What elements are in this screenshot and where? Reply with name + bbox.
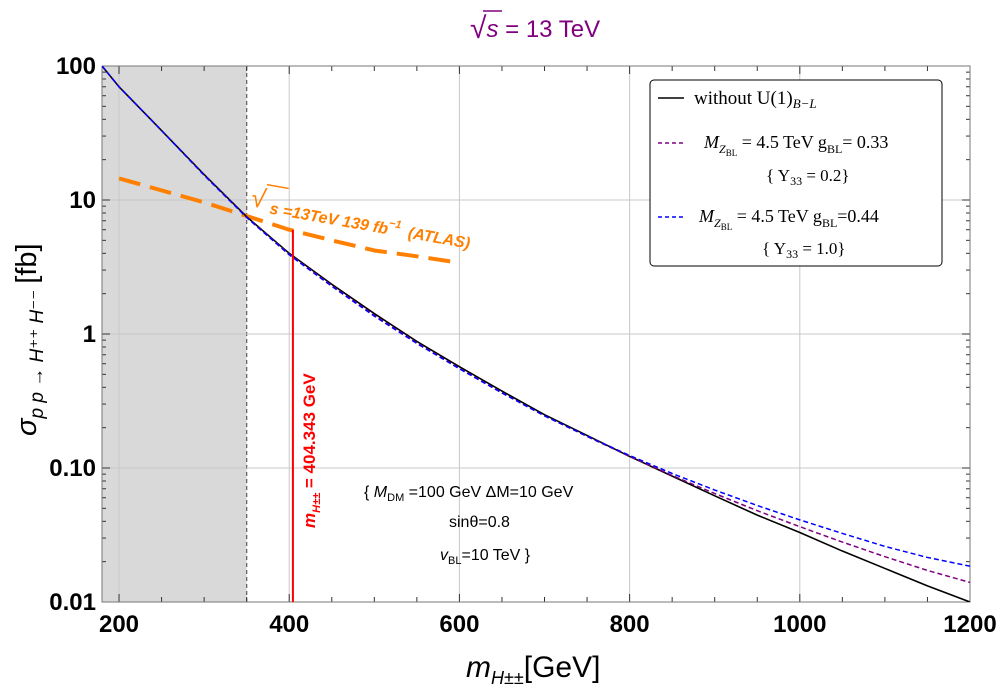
series-line-2 [102, 66, 970, 567]
atlas-label-sup: −1 [388, 217, 402, 231]
title-s: s [486, 16, 498, 43]
legend-box [649, 79, 943, 267]
legend-blue-Msub: Z [714, 216, 721, 230]
param-line-1-rest: =100 GeV ΔM=10 GeV [404, 484, 573, 501]
y-tick-label-0.10: 0.10 [49, 455, 96, 482]
minor-ticks [102, 66, 971, 603]
x-tick-labels: 200 400 600 800 1000 1200 [99, 611, 997, 638]
parameter-annotation: { MDM =100 GeV ΔM=10 GeV sinθ=0.8 vBL=10… [364, 484, 574, 567]
legend-entry-without: without U(1)B−L [694, 88, 817, 111]
x-axis-label-sub: H±± [491, 668, 524, 685]
mass-annotation-m: m [300, 513, 319, 528]
legend-blue-rest: = 4.5 TeV g [732, 206, 822, 226]
atlas-sqrt-overbar [266, 183, 289, 190]
legend-blue-tail: =0.44 [837, 206, 879, 226]
x-axis-label-unit: [GeV] [524, 651, 601, 684]
legend: without U(1)B−L MZBL = 4.5 TeV gBL= 0.33… [649, 79, 943, 267]
legend-purple-Msub: Z [719, 142, 726, 156]
mass-annotation: mH±± = 404.343 GeV [300, 373, 323, 528]
y-tick-labels: 0.01 0.10 1 10 100 [49, 53, 96, 616]
x-tick-label-200: 200 [99, 611, 139, 638]
legend-blue-Y: { Y [762, 239, 786, 258]
mass-annotation-value: = 404.343 GeV [300, 373, 319, 493]
y-axis-label-sigma: σ [11, 417, 43, 436]
chart-title: √s = 13 TeV [470, 12, 600, 45]
legend-purple-Yrest: = 0.2} [802, 166, 850, 185]
param-line-1-Msub: DM [387, 492, 404, 504]
legend-purple-M: M [703, 132, 720, 152]
series-line-3 [118, 176, 460, 265]
legend-blue-Ysub: 33 [786, 247, 798, 261]
legend-without-sub: B−L [793, 96, 817, 111]
legend-blue-M: M [698, 206, 715, 226]
param-line-3-v: v [440, 547, 449, 564]
plot-frame [101, 65, 971, 603]
y-tick-label-10: 10 [69, 187, 96, 214]
y-axis-label-unit: [fb] [11, 243, 43, 283]
x-tick-label-400: 400 [269, 611, 309, 638]
x-tick-label-1200: 1200 [943, 611, 996, 638]
legend-entry-purple-line1: MZBL = 4.5 TeV gBL= 0.33 [703, 132, 888, 158]
legend-entry-blue-line1: MZBL = 4.5 TeV gBL=0.44 [698, 206, 879, 232]
title-energy: = 13 TeV [498, 16, 600, 43]
legend-entry-purple-line2: { Y33 = 0.2} [766, 166, 850, 188]
legend-blue-Msubsub: BL [721, 222, 733, 232]
legend-blue-gsub: BL [822, 216, 837, 230]
y-tick-label-1: 1 [83, 321, 96, 348]
y-tick-label-100: 100 [56, 53, 96, 80]
legend-blue-Yrest: = 1.0} [798, 239, 846, 258]
param-line-1-open: { [364, 484, 374, 501]
legend-purple-Y: { Y [766, 166, 790, 185]
legend-purple-rest: = 4.5 TeV g [737, 132, 827, 152]
series-layer [102, 66, 970, 602]
atlas-sqrt-symbol: √ [249, 182, 269, 214]
param-line-1-M: M [374, 484, 388, 501]
legend-purple-Ysub: 33 [790, 174, 802, 188]
title-sqrt-symbol: √ [470, 12, 487, 45]
x-tick-label-800: 800 [610, 611, 650, 638]
atlas-annotation: √ s =13TeV 139 fb−1 (ATLAS) [249, 182, 472, 253]
legend-without-text: without U(1) [694, 88, 793, 109]
y-axis-label: σp p → H⁺⁺ H⁻⁻ [fb] [11, 243, 48, 436]
mass-annotation-sub: H±± [311, 493, 323, 513]
param-line-3-sub: BL [448, 555, 461, 567]
param-line-1: { MDM =100 GeV ΔM=10 GeV [364, 484, 574, 504]
legend-purple-tail: = 0.33 [842, 132, 888, 152]
y-axis-label-sub: p p → H⁺⁺ H⁻⁻ [27, 290, 48, 420]
param-line-3-rest: =10 TeV } [461, 547, 530, 564]
legend-purple-Msubsub: BL [726, 148, 738, 158]
param-line-2: sinθ=0.8 [449, 514, 510, 531]
atlas-label-text: s =13TeV 139 fb [268, 201, 389, 239]
legend-purple-gsub: BL [827, 142, 842, 156]
param-line-3: vBL=10 TeV } [440, 547, 531, 567]
x-axis-label-m: m [466, 651, 491, 684]
x-tick-label-600: 600 [439, 611, 479, 638]
y-tick-label-0.01: 0.01 [49, 589, 96, 616]
x-axis-label: mH±±[GeV] [466, 651, 600, 685]
x-tick-label-1000: 1000 [773, 611, 826, 638]
atlas-label-tag: (ATLAS) [407, 225, 472, 253]
legend-entry-blue-line2: { Y33 = 1.0} [762, 239, 846, 261]
atlas-label: s =13TeV 139 fb−1 (ATLAS) [268, 197, 472, 253]
